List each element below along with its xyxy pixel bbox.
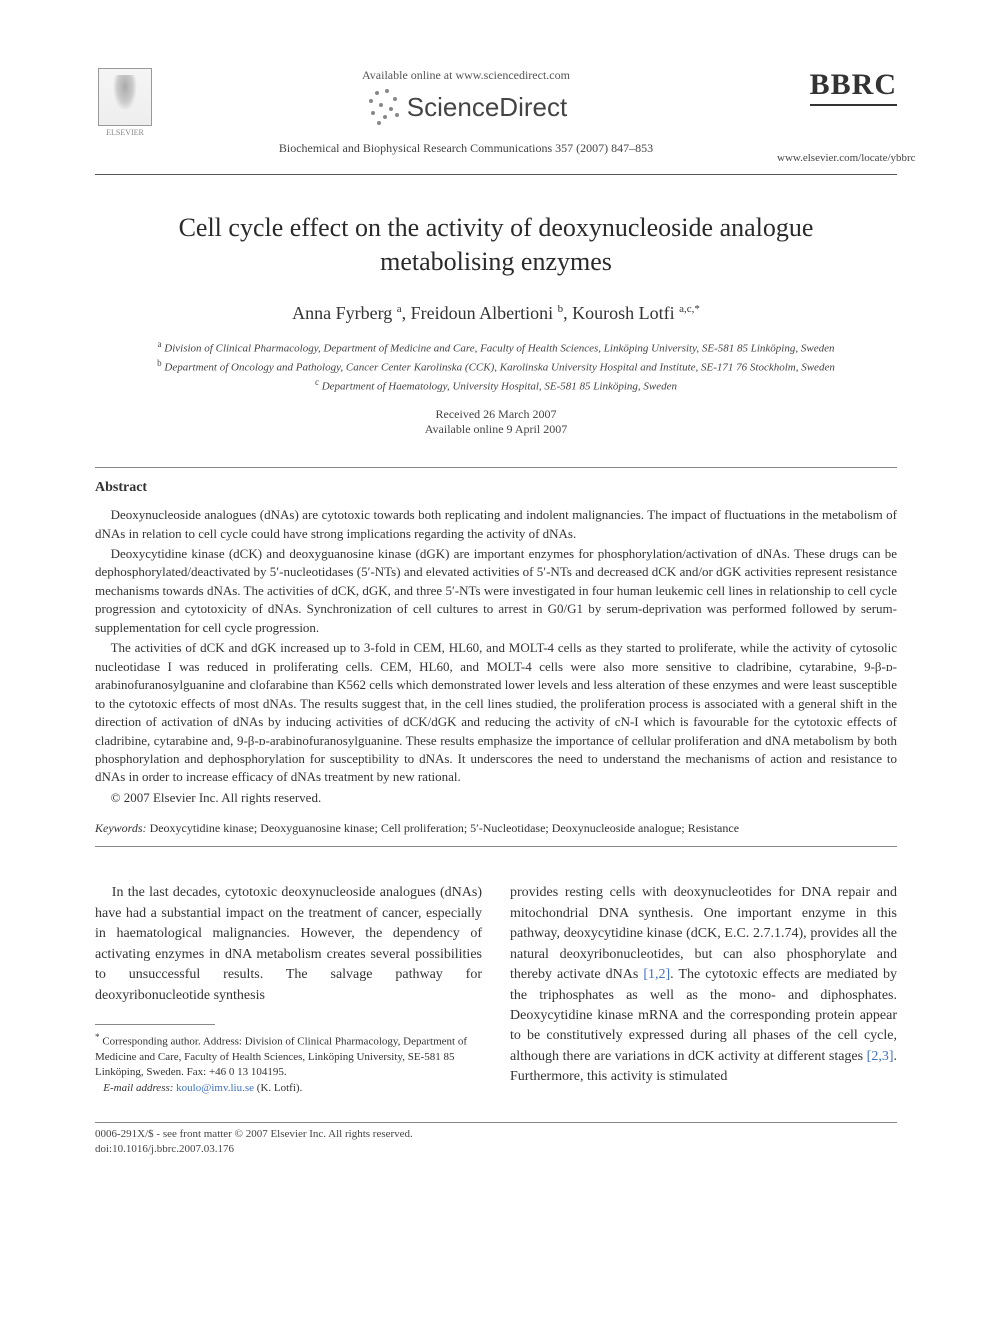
received-date: Received 26 March 2007	[95, 407, 897, 422]
abstract-top-rule	[95, 467, 897, 468]
email-suffix: (K. Lotfi).	[254, 1082, 302, 1094]
keywords-text: Deoxycytidine kinase; Deoxyguanosine kin…	[147, 821, 739, 835]
header-row: ELSEVIER Available online at www.science…	[95, 68, 897, 164]
abstract-heading: Abstract	[95, 480, 897, 496]
footer-rule	[95, 1122, 897, 1123]
authors-line: Anna Fyrberg a, Freidoun Albertioni b, K…	[95, 303, 897, 324]
footer-line1: 0006-291X/$ - see front matter © 2007 El…	[95, 1127, 897, 1142]
keywords-rule	[95, 846, 897, 847]
body-col2-p1: provides resting cells with deoxynucleot…	[510, 883, 897, 1087]
author-2: Freidoun Albertioni b	[411, 303, 564, 323]
ref-link-1-2[interactable]: [1,2]	[643, 967, 670, 982]
journal-url: www.elsevier.com/locate/ybbrc	[777, 152, 897, 164]
sciencedirect-text: ScienceDirect	[407, 92, 567, 123]
footer-line2: doi:10.1016/j.bbrc.2007.03.176	[95, 1142, 897, 1157]
abstract-p2: Deoxycytidine kinase (dCK) and deoxyguan…	[95, 545, 897, 637]
email-label: E-mail address:	[103, 1082, 173, 1094]
body-columns: In the last decades, cytotoxic deoxynucl…	[95, 883, 897, 1096]
elsevier-logo: ELSEVIER	[95, 68, 155, 137]
available-online-text: Available online at www.sciencedirect.co…	[155, 68, 777, 83]
article-dates: Received 26 March 2007 Available online …	[95, 407, 897, 437]
header-rule	[95, 174, 897, 175]
footer-text: 0006-291X/$ - see front matter © 2007 El…	[95, 1127, 897, 1157]
author-3: Kourosh Lotfi a,c,*	[572, 303, 700, 323]
header-center: Available online at www.sciencedirect.co…	[155, 68, 777, 156]
corresponding-email[interactable]: koulo@imv.liu.se	[176, 1082, 254, 1094]
abstract-p3: The activities of dCK and dGK increased …	[95, 639, 897, 787]
author-1: Anna Fyrberg a	[292, 303, 402, 323]
footnote-rule	[95, 1024, 215, 1025]
affiliation-b: b Department of Oncology and Pathology, …	[95, 357, 897, 376]
bbrc-logo: BBRC	[810, 68, 897, 106]
affiliations: a Division of Clinical Pharmacology, Dep…	[95, 338, 897, 395]
article-title: Cell cycle effect on the activity of deo…	[115, 211, 877, 279]
abstract-body: Deoxynucleoside analogues (dNAs) are cyt…	[95, 506, 897, 807]
ref-link-2-3[interactable]: [2,3]	[867, 1049, 894, 1064]
available-date: Available online 9 April 2007	[95, 422, 897, 437]
elsevier-label: ELSEVIER	[95, 128, 155, 137]
abstract-p1: Deoxynucleoside analogues (dNAs) are cyt…	[95, 506, 897, 543]
keywords-label: Keywords:	[95, 821, 147, 835]
sciencedirect-dots-icon	[365, 89, 401, 125]
affiliation-a: a Division of Clinical Pharmacology, Dep…	[95, 338, 897, 357]
footnote-text: Corresponding author. Address: Division …	[95, 1036, 467, 1079]
body-col1-p1: In the last decades, cytotoxic deoxynucl…	[95, 883, 482, 1006]
page-container: ELSEVIER Available online at www.science…	[0, 0, 992, 1207]
bbrc-block: BBRC www.elsevier.com/locate/ybbrc	[777, 68, 897, 164]
journal-citation: Biochemical and Biophysical Research Com…	[155, 141, 777, 156]
elsevier-tree-icon	[98, 68, 152, 126]
affiliation-c: c Department of Haematology, University …	[95, 376, 897, 395]
abstract-copyright: © 2007 Elsevier Inc. All rights reserved…	[95, 789, 897, 807]
corresponding-footnote: * Corresponding author. Address: Divisio…	[95, 1031, 482, 1096]
sciencedirect-logo: ScienceDirect	[365, 89, 567, 125]
keywords-line: Keywords: Deoxycytidine kinase; Deoxygua…	[95, 821, 897, 836]
